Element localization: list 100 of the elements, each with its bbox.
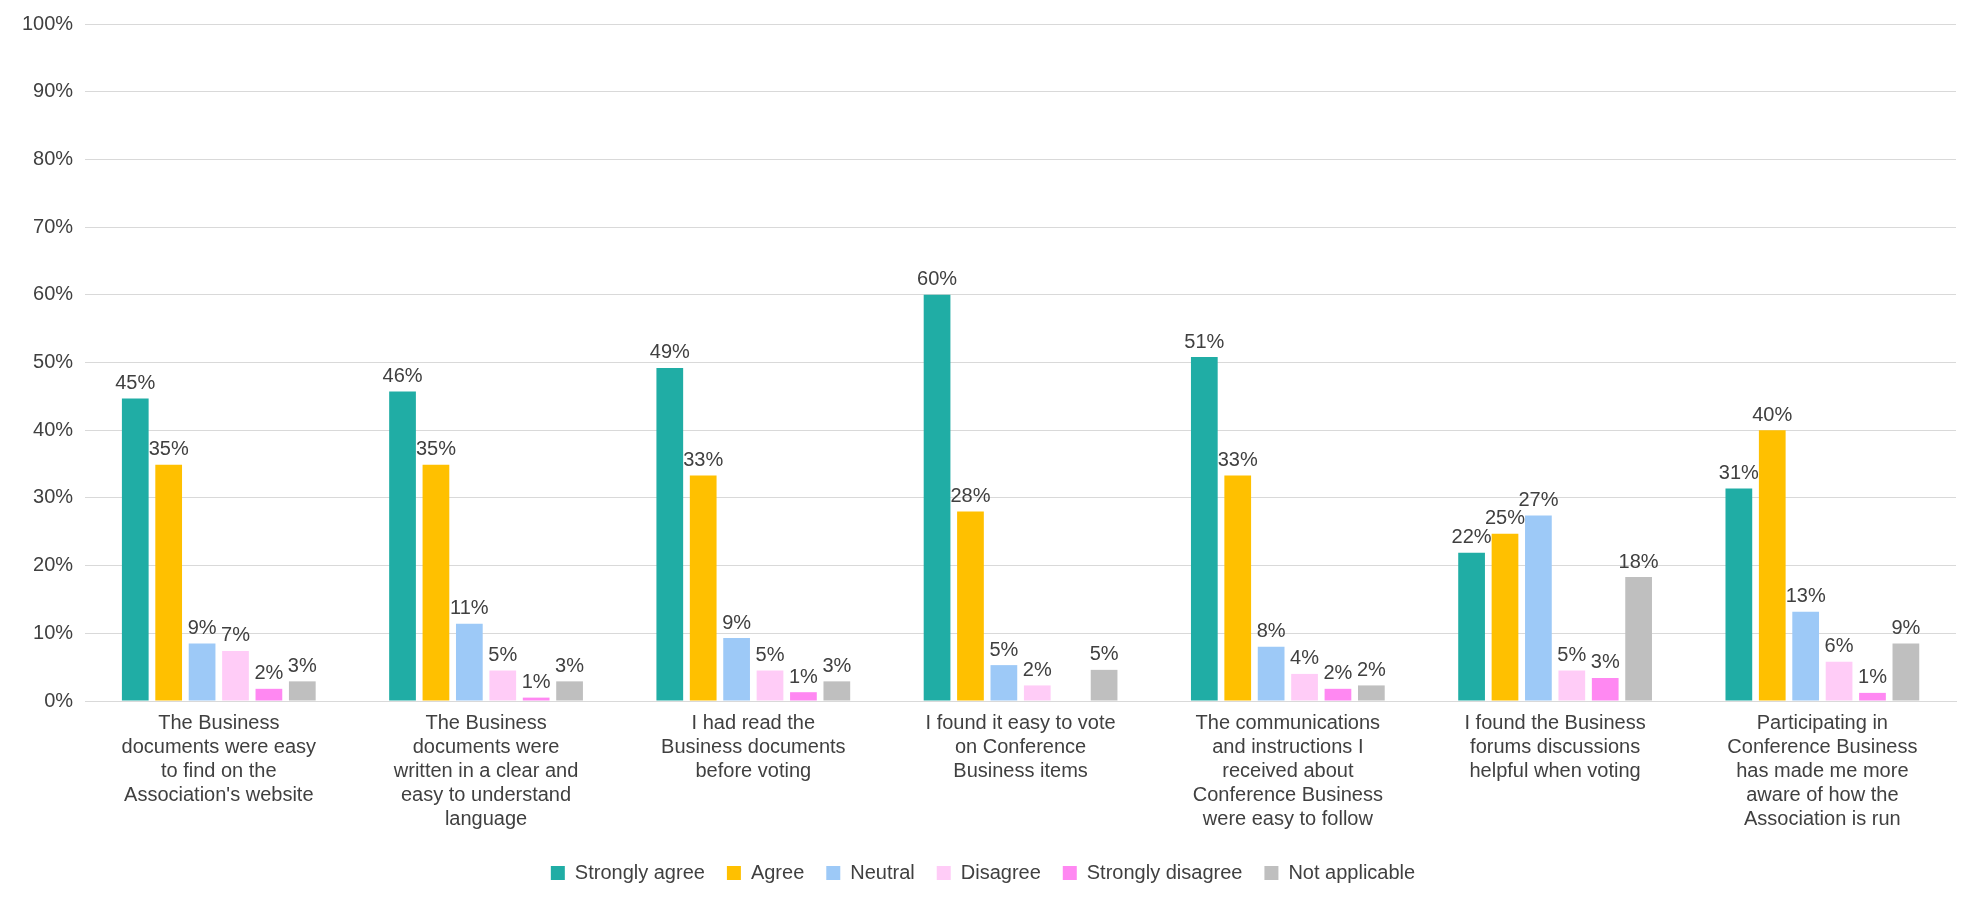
bar [756, 670, 784, 701]
data-label: 5% [1089, 642, 1119, 665]
bar [1023, 685, 1051, 701]
legend-label: Strongly disagree [1086, 860, 1243, 883]
bar [656, 367, 684, 701]
bar [455, 623, 483, 701]
bar [1324, 688, 1352, 701]
legend-label: Neutral [850, 860, 915, 883]
data-label: 1% [1858, 665, 1888, 688]
bar [389, 391, 416, 701]
legend-label: Strongly agree [574, 860, 705, 883]
bar [1558, 670, 1586, 701]
data-label: 45% [115, 370, 156, 393]
bar [155, 464, 183, 701]
y-tick-label: 40% [33, 417, 74, 440]
data-label: 5% [755, 643, 785, 666]
bar [1190, 357, 1218, 701]
data-label: 9% [187, 615, 217, 638]
y-tick-label: 60% [33, 282, 74, 305]
data-label: 46% [382, 364, 423, 387]
bar [422, 464, 450, 701]
data-label: 9% [722, 610, 752, 633]
y-tick-label: 70% [33, 214, 74, 237]
data-label: 8% [1256, 619, 1286, 642]
data-label: 9% [1891, 615, 1921, 638]
bar [1725, 488, 1753, 701]
bar [790, 692, 817, 701]
data-label: 7% [221, 623, 251, 646]
bar [923, 294, 951, 701]
legend-label: Agree [750, 860, 805, 883]
data-label: 18% [1618, 549, 1659, 572]
data-label: 2% [1356, 657, 1387, 680]
bar [689, 475, 717, 701]
bar [522, 697, 550, 701]
bar [1358, 685, 1385, 701]
data-label: 31% [1718, 460, 1760, 483]
bar [1825, 661, 1853, 701]
data-label: 6% [1824, 634, 1854, 657]
data-label: 3% [287, 653, 317, 676]
data-label: 49% [649, 340, 691, 363]
data-label: 3% [1590, 650, 1620, 673]
data-label: 2% [254, 661, 284, 684]
data-label: 3% [822, 653, 852, 676]
bar [255, 688, 283, 701]
data-label: 5% [488, 643, 518, 666]
data-label: 51% [1184, 329, 1225, 352]
data-label: 28% [950, 483, 991, 506]
data-label: 33% [683, 448, 724, 471]
bar [121, 398, 149, 701]
legend-label: Not applicable [1288, 860, 1416, 883]
data-label: 4% [1290, 646, 1320, 669]
bar [1758, 430, 1786, 701]
data-label: 2% [1323, 661, 1353, 684]
bar [489, 670, 517, 701]
y-tick-label: 0% [44, 688, 74, 711]
x-tick-label: I had read the Business documents before voting [661, 710, 846, 781]
data-label: 40% [1752, 402, 1793, 425]
y-tick-label: 20% [33, 553, 74, 576]
data-label: 1% [788, 664, 819, 687]
bar [1224, 475, 1252, 701]
data-label: 3% [555, 653, 585, 676]
data-label: 1% [521, 670, 551, 693]
data-label: 35% [415, 437, 457, 460]
bar [1859, 692, 1886, 701]
y-tick-label: 80% [33, 146, 74, 169]
x-tick-label: I found it easy to vote on Conference Business items [925, 710, 1116, 781]
x-tick-label: The Business documents were written in a clear and easy to understand language [392, 710, 579, 829]
data-label: 11% [450, 596, 489, 619]
bar [1090, 669, 1118, 701]
bar [1591, 677, 1619, 701]
bar [1625, 577, 1652, 701]
data-label: 35% [148, 437, 189, 460]
bar [990, 665, 1018, 701]
bar [1458, 552, 1485, 701]
data-label: 60% [917, 267, 958, 290]
bar [1257, 646, 1285, 701]
data-label: 13% [1785, 584, 1826, 607]
x-tick-label: The Business documents were easy to find on the Association's website [121, 710, 317, 805]
bar [288, 681, 316, 701]
bar [723, 638, 750, 701]
y-tick-label: 30% [33, 485, 74, 508]
bar [1892, 643, 1920, 701]
bar [1491, 533, 1519, 701]
data-label: 2% [1022, 657, 1052, 680]
data-label: 33% [1217, 448, 1258, 471]
x-tick-label: Participating in Conference Business has made me more aware of how the Association is run [1727, 710, 1918, 829]
x-tick-label: The communications and instructions I received about Conference Business were easy to follow [1192, 710, 1383, 829]
bar [556, 681, 583, 701]
y-tick-label: 10% [33, 620, 74, 643]
x-tick-label: I found the Business forums discussions helpful when voting [1464, 710, 1646, 781]
bar [222, 650, 249, 701]
y-tick-label: 100% [22, 11, 74, 34]
bar [1291, 673, 1318, 701]
data-label: 5% [1557, 643, 1587, 666]
bar [823, 681, 851, 701]
data-label: 5% [989, 637, 1019, 660]
bar [957, 511, 984, 701]
bar [188, 643, 216, 701]
y-tick-label: 50% [33, 350, 74, 373]
legend-label: Disagree [960, 860, 1041, 883]
